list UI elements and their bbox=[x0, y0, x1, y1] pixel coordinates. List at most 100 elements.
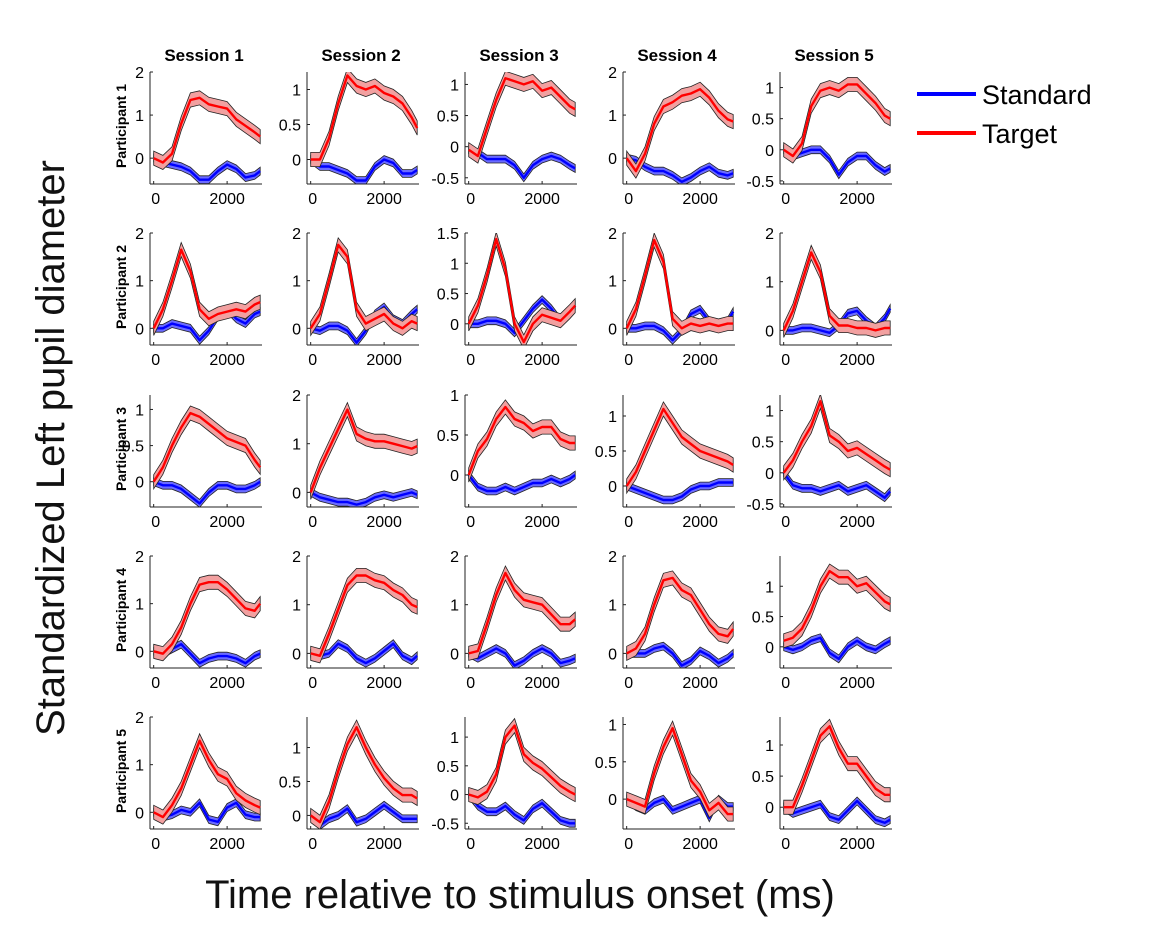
target-confidence-band bbox=[626, 570, 734, 662]
standard-confidence-band bbox=[153, 639, 261, 668]
y-tick-label: 0 bbox=[292, 153, 301, 170]
target-confidence-band bbox=[626, 401, 734, 495]
standard-series-line bbox=[782, 472, 892, 499]
y-tick-label: -0.5 bbox=[431, 171, 459, 188]
panel: 0 0.5 1 0 2000 bbox=[595, 717, 735, 853]
x-tick-label: 0 bbox=[466, 836, 475, 853]
y-tick-label: 1 bbox=[292, 83, 301, 100]
target-series-line bbox=[309, 408, 418, 493]
x-tick-label: 0 bbox=[151, 836, 160, 853]
x-tick-label: 2000 bbox=[524, 352, 560, 369]
y-tick-label: 0 bbox=[135, 151, 144, 168]
y-tick-label: 0 bbox=[450, 468, 459, 485]
y-tick-label: 0.5 bbox=[752, 769, 774, 786]
y-tick-label: 0.5 bbox=[595, 444, 617, 461]
x-tick-label: 2000 bbox=[839, 675, 875, 692]
standard-confidence-band bbox=[153, 477, 261, 507]
x-tick-label: 2000 bbox=[524, 836, 560, 853]
y-tick-label: 2 bbox=[608, 65, 617, 82]
panel: 0 1 2 0 2000 bbox=[135, 226, 262, 369]
target-confidence-band bbox=[468, 72, 576, 164]
target-confidence-band bbox=[153, 405, 261, 491]
session-title: Session 1 bbox=[164, 46, 243, 65]
x-tick-label: 0 bbox=[624, 675, 633, 692]
x-tick-label: 0 bbox=[466, 352, 475, 369]
panel: 0 0.5 1 0 2000 bbox=[122, 395, 262, 531]
plot-area bbox=[783, 77, 891, 180]
standard-series-line bbox=[310, 491, 418, 506]
y-tick-label: 0 bbox=[292, 321, 301, 338]
standard-confidence-band bbox=[153, 798, 261, 827]
target-confidence-band bbox=[310, 401, 418, 500]
x-tick-label: 2000 bbox=[524, 191, 560, 208]
panel: -0.5 0 0.5 1 0 2000 bbox=[746, 395, 892, 531]
panel-grid: Session 1 Session 2 Session 3 Session 4 Sess… bbox=[113, 46, 892, 853]
y-tick-label: 0 bbox=[135, 805, 144, 822]
x-tick-label: 2000 bbox=[209, 191, 245, 208]
y-tick-label: 2 bbox=[292, 388, 301, 405]
x-tick-label: 0 bbox=[781, 191, 790, 208]
x-tick-label: 2000 bbox=[366, 514, 402, 531]
y-tick-label: 1 bbox=[450, 598, 459, 615]
standard-series-line bbox=[153, 157, 261, 181]
plot-area bbox=[467, 399, 576, 496]
x-tick-label: 0 bbox=[151, 675, 160, 692]
legend: Standard Target bbox=[917, 80, 1092, 149]
standard-confidence-band bbox=[153, 153, 261, 184]
y-tick-label: 1 bbox=[292, 741, 301, 758]
x-tick-label: 0 bbox=[624, 191, 633, 208]
standard-series-line bbox=[626, 157, 734, 183]
y-tick-label: 0.5 bbox=[752, 112, 774, 129]
y-tick-label: 2 bbox=[292, 549, 301, 566]
y-tick-label: 0 bbox=[135, 644, 144, 661]
y-tick-label: 0 bbox=[292, 485, 301, 502]
y-tick-label: 0.5 bbox=[752, 435, 774, 452]
target-series-line bbox=[152, 411, 262, 483]
y-tick-label: 0 bbox=[292, 808, 301, 825]
y-tick-label: 1.5 bbox=[437, 226, 459, 243]
plot-area bbox=[153, 90, 261, 184]
participant-label: Participant 1 bbox=[113, 84, 129, 168]
target-series-line bbox=[468, 571, 576, 655]
x-tick-label: 0 bbox=[624, 836, 633, 853]
y-tick-label: 1 bbox=[135, 274, 144, 291]
y-tick-label: 2 bbox=[608, 226, 617, 243]
y-tick-label: 1 bbox=[450, 388, 459, 405]
y-tick-label: 0 bbox=[450, 140, 459, 157]
plot-area bbox=[625, 401, 734, 505]
standard-series-line bbox=[153, 308, 261, 342]
standard-confidence-band bbox=[783, 796, 891, 828]
y-tick-label: 2 bbox=[135, 65, 144, 82]
x-tick-label: 2000 bbox=[209, 514, 245, 531]
y-tick-label: 0 bbox=[135, 475, 144, 492]
x-tick-label: 2000 bbox=[839, 191, 875, 208]
target-series-line bbox=[626, 576, 735, 655]
x-tick-label: 2000 bbox=[682, 191, 718, 208]
x-tick-label: 0 bbox=[781, 352, 790, 369]
x-tick-label: 0 bbox=[151, 191, 160, 208]
panel: 0 0.5 1 0 2000 bbox=[595, 395, 735, 531]
x-axis-label: Time relative to stimulus onset (ms) bbox=[205, 873, 835, 917]
panel: 0 1 2 0 2000 bbox=[135, 710, 262, 853]
y-tick-label: 1 bbox=[765, 81, 774, 98]
y-axis-label: Standardized Left pupil diameter bbox=[29, 160, 73, 736]
y-tick-label: -0.5 bbox=[746, 174, 774, 191]
y-tick-label: 1 bbox=[765, 738, 774, 755]
target-series-line bbox=[153, 581, 262, 655]
panel: 0 0.5 1 0 2000 bbox=[437, 388, 577, 531]
target-series-line bbox=[153, 739, 261, 819]
plot-area bbox=[467, 717, 576, 828]
x-tick-label: 2000 bbox=[366, 675, 402, 692]
x-tick-label: 2000 bbox=[524, 514, 560, 531]
panel: -0.5 0 0.5 1 0 2000 bbox=[431, 72, 577, 208]
y-tick-label: 1 bbox=[292, 598, 301, 615]
y-tick-label: 0 bbox=[608, 321, 617, 338]
x-tick-label: 2000 bbox=[209, 675, 245, 692]
panel: 0 1 2 0 2000 bbox=[450, 549, 577, 692]
y-tick-label: 2 bbox=[135, 226, 144, 243]
standard-series-line bbox=[309, 804, 418, 827]
target-series-line bbox=[625, 88, 734, 173]
plot-area bbox=[309, 72, 419, 184]
session-title: Session 3 bbox=[479, 46, 558, 65]
